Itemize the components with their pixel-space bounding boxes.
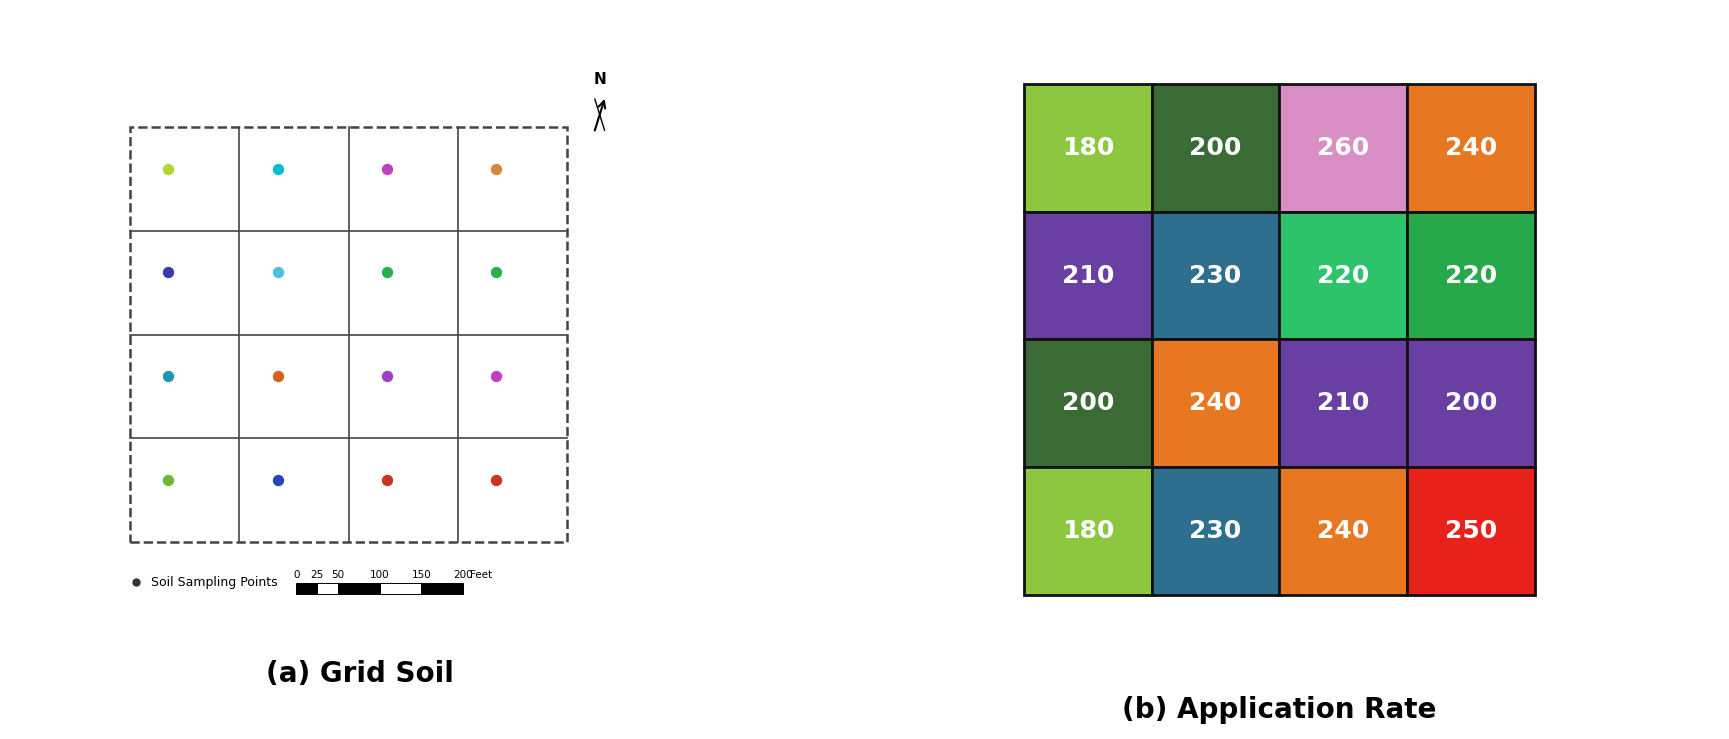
Bar	[1407, 212, 1535, 339]
Text: (b) Application Rate: (b) Application Rate	[1122, 696, 1437, 723]
Text: 180: 180	[1062, 519, 1113, 543]
Bar	[1024, 467, 1152, 595]
Bar	[1279, 339, 1407, 467]
Bar	[380, 583, 422, 593]
Text: 230: 230	[1190, 264, 1241, 287]
Bar	[1279, 467, 1407, 595]
Bar	[1407, 467, 1535, 595]
Bar	[1279, 84, 1407, 212]
Text: 200: 200	[1190, 136, 1241, 160]
Bar	[1152, 339, 1279, 467]
Bar	[296, 583, 316, 593]
Bar	[1152, 84, 1279, 212]
Bar	[1024, 339, 1152, 467]
Bar	[1152, 467, 1279, 595]
Text: 230: 230	[1190, 519, 1241, 543]
Bar	[1279, 212, 1407, 339]
Text: 220: 220	[1445, 264, 1497, 287]
Bar	[130, 127, 567, 542]
Text: 250: 250	[1445, 519, 1497, 543]
Text: 240: 240	[1317, 519, 1369, 543]
Text: 260: 260	[1317, 136, 1369, 160]
Bar	[422, 583, 463, 593]
Text: 25: 25	[311, 570, 323, 580]
Text: 240: 240	[1445, 136, 1497, 160]
Bar	[1152, 212, 1279, 339]
Bar	[316, 583, 337, 593]
Text: 180: 180	[1062, 136, 1113, 160]
Text: 210: 210	[1317, 392, 1369, 415]
Text: Feet: Feet	[470, 570, 493, 580]
Bar	[1024, 212, 1152, 339]
Bar	[1407, 339, 1535, 467]
Text: 50: 50	[332, 570, 344, 580]
Text: 240: 240	[1190, 392, 1241, 415]
Bar	[337, 583, 380, 593]
Bar	[1407, 84, 1535, 212]
Text: N: N	[593, 72, 607, 87]
Text: 220: 220	[1317, 264, 1369, 287]
Text: 0: 0	[292, 570, 299, 580]
Text: 200: 200	[1445, 392, 1497, 415]
Text: 100: 100	[370, 570, 389, 580]
Text: 200: 200	[1062, 392, 1113, 415]
Text: (a) Grid Soil: (a) Grid Soil	[266, 660, 455, 688]
Text: Soil Sampling Points: Soil Sampling Points	[150, 576, 277, 588]
Bar	[1024, 84, 1152, 212]
Text: 210: 210	[1062, 264, 1113, 287]
Text: 200: 200	[453, 570, 474, 580]
Text: 150: 150	[412, 570, 431, 580]
